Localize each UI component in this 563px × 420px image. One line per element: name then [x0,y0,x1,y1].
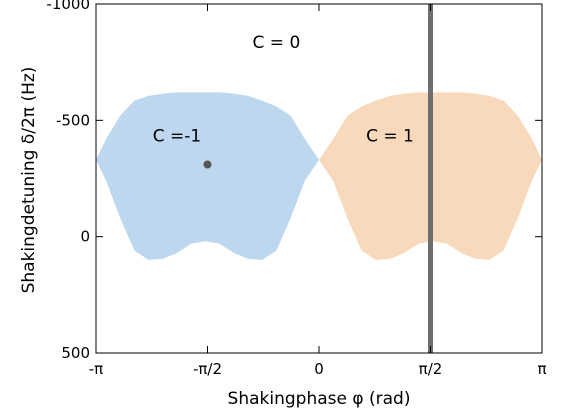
y-tick-label: 0 [80,228,90,246]
labels-layer: C =-1 C = 1 C = 0 [153,33,414,146]
y-tick-label: -500 [56,111,90,129]
x-axis-label: Shakingphase φ (rad) [228,389,411,409]
x-tick-label: π [537,360,546,378]
y-tick-label: -1000 [46,0,90,13]
data-point [203,160,212,169]
x-tick-label: π/2 [419,360,443,378]
region-label: C = 1 [366,126,414,146]
points-layer [203,160,212,169]
x-tick-label: -π [89,360,103,378]
regions-layer [96,92,542,260]
y-axis-label: Shakingdetuning δ/2π (Hz) [19,67,39,294]
x-tick-label: -π/2 [193,360,222,378]
region-label: C =-1 [153,126,201,146]
annotation-label: C = 0 [253,33,301,53]
ticks-layer: -π -π/2 0 π/2 π -1000 -500 0 500 [46,0,546,378]
x-tick-label: 0 [314,360,324,378]
region-shape [96,92,319,260]
y-tick-label: 500 [61,344,90,362]
